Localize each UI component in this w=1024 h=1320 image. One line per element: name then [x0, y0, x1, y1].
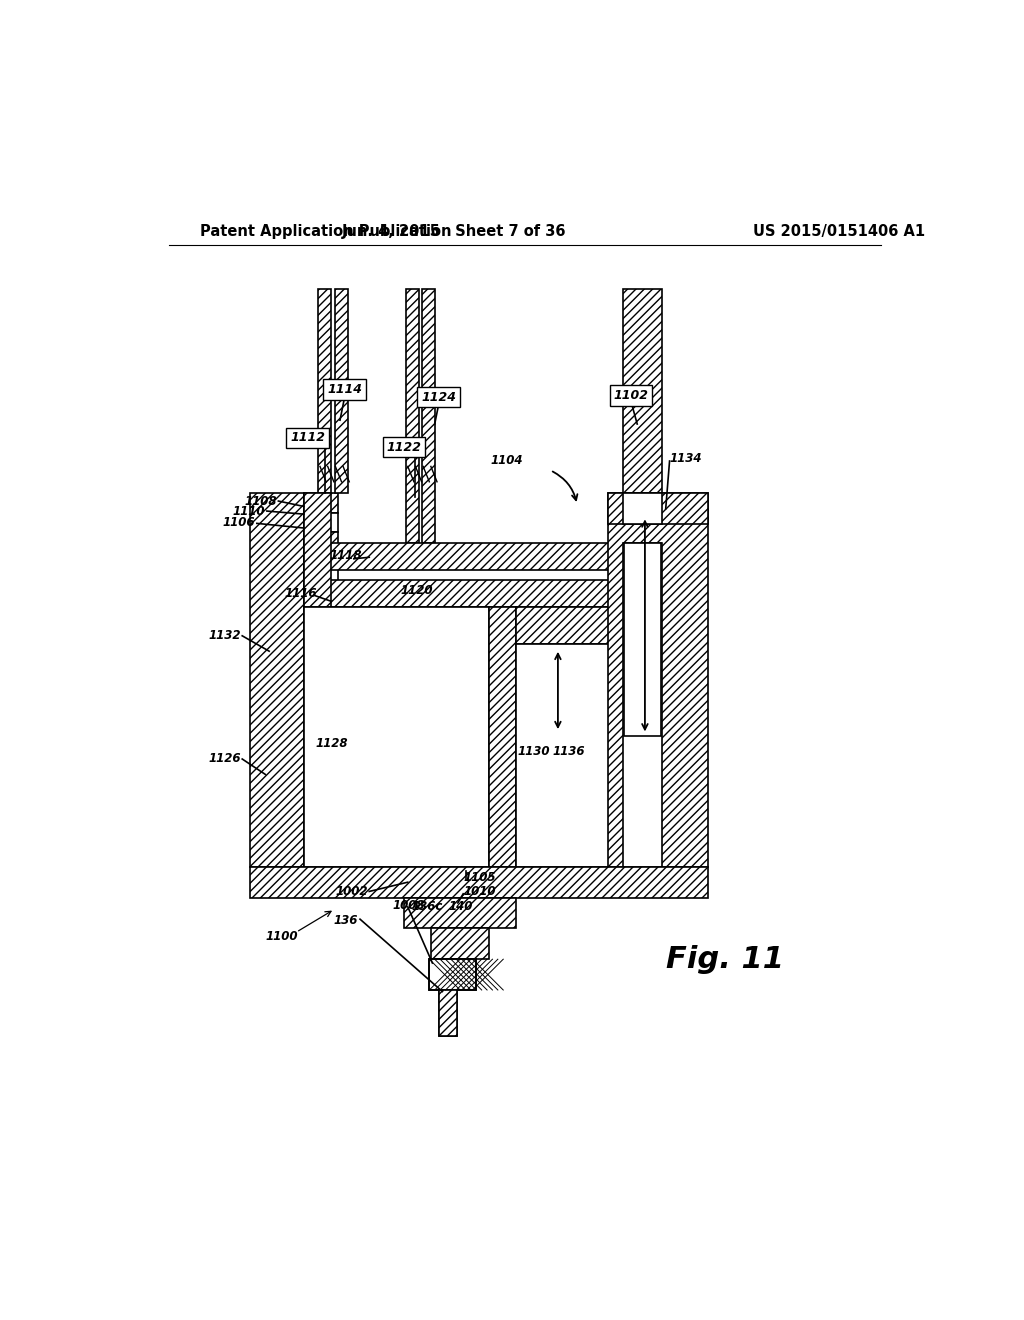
Bar: [304, 607, 488, 867]
Text: Fig. 11: Fig. 11: [666, 945, 783, 974]
Bar: [438, 990, 457, 1036]
Text: 1010: 1010: [463, 884, 496, 898]
Bar: [304, 581, 611, 607]
Text: 1104: 1104: [490, 454, 523, 467]
Bar: [624, 494, 662, 524]
Text: 140: 140: [449, 900, 473, 913]
Text: Patent Application Publication: Patent Application Publication: [200, 224, 452, 239]
Bar: [304, 494, 339, 512]
Text: 1008: 1008: [392, 899, 425, 912]
Bar: [304, 512, 339, 532]
Text: 1124: 1124: [421, 391, 456, 404]
Text: US 2015/0151406 A1: US 2015/0151406 A1: [753, 224, 925, 239]
Text: 1126: 1126: [208, 752, 241, 766]
Bar: [608, 494, 708, 867]
Bar: [304, 532, 339, 548]
Bar: [488, 607, 515, 867]
Text: 1102: 1102: [613, 389, 648, 403]
Text: 1128: 1128: [315, 737, 348, 750]
Text: 1118: 1118: [330, 549, 361, 562]
Bar: [403, 898, 515, 928]
Text: 1134: 1134: [670, 453, 702, 465]
Bar: [250, 494, 304, 867]
Text: 1122: 1122: [386, 441, 422, 454]
Bar: [407, 289, 419, 544]
Bar: [422, 289, 435, 544]
Bar: [625, 544, 662, 737]
Bar: [429, 960, 475, 990]
Text: 136c: 136c: [412, 900, 443, 913]
Bar: [335, 289, 348, 494]
Text: 1132: 1132: [208, 630, 241, 643]
Bar: [608, 494, 708, 524]
Text: 1112: 1112: [290, 432, 326, 445]
Bar: [317, 289, 331, 494]
Bar: [429, 960, 475, 990]
Text: 1120: 1120: [400, 583, 432, 597]
Text: 1110: 1110: [232, 504, 265, 517]
Text: 1002: 1002: [335, 884, 368, 898]
Text: 1116: 1116: [285, 587, 317, 601]
Text: 1100: 1100: [265, 929, 298, 942]
Text: 1108: 1108: [245, 495, 276, 508]
Text: 1106: 1106: [223, 516, 255, 529]
Bar: [438, 990, 457, 1036]
Bar: [250, 867, 708, 898]
Bar: [304, 548, 339, 620]
Text: 1136: 1136: [553, 744, 585, 758]
Bar: [304, 494, 331, 607]
Text: 1114: 1114: [327, 383, 362, 396]
Text: 1130: 1130: [518, 744, 550, 758]
Bar: [515, 644, 611, 867]
Bar: [304, 544, 611, 570]
Text: 136: 136: [334, 915, 357, 927]
Text: Jun. 4, 2015   Sheet 7 of 36: Jun. 4, 2015 Sheet 7 of 36: [342, 224, 566, 239]
Bar: [431, 928, 488, 960]
Text: 1105: 1105: [463, 871, 496, 884]
Bar: [624, 289, 662, 494]
Bar: [515, 607, 611, 644]
Bar: [624, 544, 662, 867]
